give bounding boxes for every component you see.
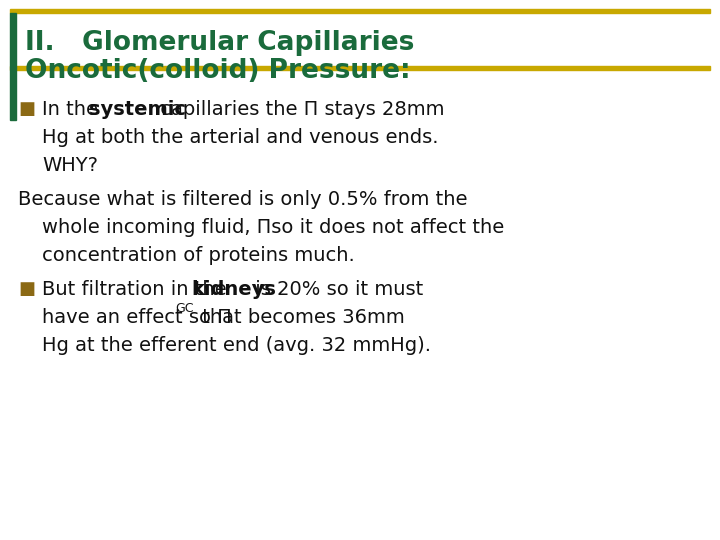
Bar [10,66,710,70]
Text: Oncotic(colloid) Pressure:: Oncotic(colloid) Pressure: [25,58,410,84]
Text: ■: ■ [18,100,35,118]
Bar [10,13,16,120]
Text: Hg at both the arterial and venous ends.: Hg at both the arterial and venous ends. [42,128,438,147]
Text: Because what is filtered is only 0.5% from the: Because what is filtered is only 0.5% fr… [18,190,467,209]
Text: Hg at the efferent end (avg. 32 mmHg).: Hg at the efferent end (avg. 32 mmHg). [42,336,431,355]
Text: systemic: systemic [89,100,186,119]
Text: capillaries the Π stays 28mm: capillaries the Π stays 28mm [154,100,444,119]
Text: II.   Glomerular Capillaries: II. Glomerular Capillaries [25,30,415,56]
Text: have an effect so Π: have an effect so Π [42,308,232,327]
Text: ■: ■ [18,280,35,298]
Text: kidneys: kidneys [191,280,276,299]
Text: whole incoming fluid, Πso it does not affect the: whole incoming fluid, Πso it does not af… [42,218,504,237]
Text: is 20% so it must: is 20% so it must [249,280,423,299]
Bar [10,9,710,13]
Text: In the: In the [42,100,104,119]
Text: But filtration in the: But filtration in the [42,280,233,299]
Text: concentration of proteins much.: concentration of proteins much. [42,246,355,265]
Text: that becomes 36mm: that becomes 36mm [196,308,405,327]
Text: WHY?: WHY? [42,156,98,175]
Text: GC: GC [175,302,194,315]
